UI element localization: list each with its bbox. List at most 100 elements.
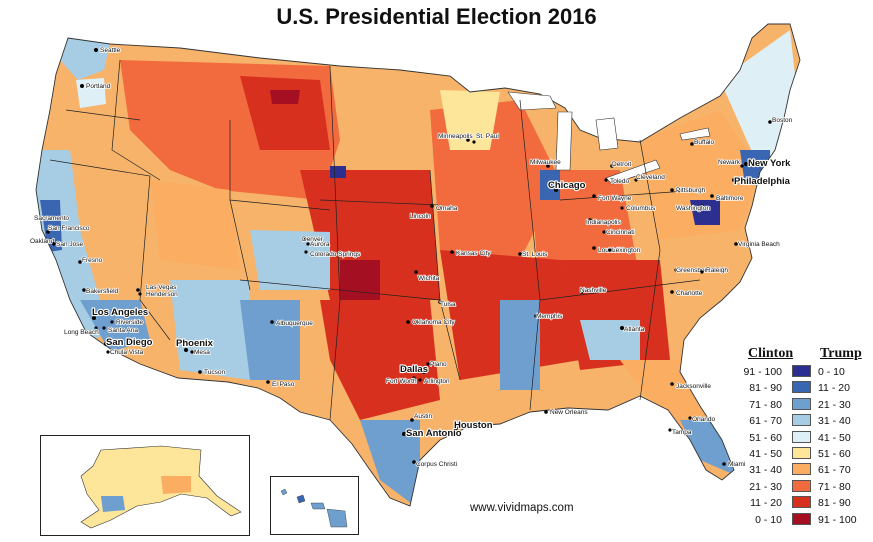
- city-st-paul: St. Paul: [472, 132, 500, 144]
- lake-superior: [507, 91, 557, 111]
- legend-clinton-range: 91 - 100: [743, 366, 782, 378]
- region-puget-sound: [60, 36, 110, 80]
- city-label: Indianapolis: [586, 219, 621, 226]
- state-line-tennessee-north: [539, 279, 701, 301]
- city-label: Tulsa: [440, 301, 456, 308]
- city-lexington: Lexington: [608, 246, 641, 255]
- city-markers: Seattle Portland Sacramento San Francisc…: [29, 46, 793, 469]
- city-label: Tampa: [672, 429, 692, 436]
- region-black-belt: [580, 320, 640, 360]
- city-denver: Denver: [301, 235, 324, 244]
- city-dot: [710, 194, 714, 198]
- city-label: Greensboro: [676, 267, 711, 274]
- lake-erie: [605, 159, 661, 185]
- city-greensboro: Greensboro: [674, 266, 712, 275]
- city-dot: [670, 188, 674, 192]
- city-virginia-beach: Virginia Beach: [734, 240, 781, 249]
- city-aurora: Aurora: [306, 240, 331, 249]
- alaska-region-2: [101, 496, 125, 512]
- state-line-california-nevada: [49, 159, 171, 341]
- lake-ontario: [679, 127, 711, 141]
- city-dot: [302, 236, 306, 240]
- city-label: Newark: [718, 159, 741, 166]
- city-label: Colorado Springs: [310, 251, 361, 258]
- legend-swatch: [792, 430, 811, 443]
- city-label: Houston: [454, 420, 493, 431]
- city-label: Dallas: [400, 364, 428, 375]
- city-label: Portland: [86, 83, 111, 90]
- city-dot: [602, 230, 606, 234]
- city-riverside: Riverside: [110, 318, 144, 327]
- legend-row: 61 - 70 31 - 40: [742, 413, 870, 429]
- city-label: San Antonio: [406, 428, 462, 439]
- alaska-region-1: [161, 476, 191, 494]
- city-washington: Washington: [675, 204, 711, 213]
- region-reservation: [330, 166, 346, 178]
- city-label: Raleigh: [706, 267, 728, 274]
- legend-trump-range: 41 - 50: [818, 431, 851, 444]
- legend-row: 51 - 60 41 - 50: [742, 430, 870, 446]
- lake-michigan: [555, 111, 573, 171]
- city-las-vegas: Las Vegas: [136, 283, 178, 292]
- city-dot: [402, 432, 406, 436]
- legend-swatch: [792, 365, 811, 377]
- city-colorado-springs: Colorado Springs: [304, 250, 362, 259]
- city-dot: [534, 314, 538, 318]
- city-dot: [410, 418, 414, 422]
- city-raleigh: Raleigh: [700, 266, 729, 275]
- region-texas-west: [320, 300, 440, 420]
- legend-row: 21 - 30 71 - 80: [742, 479, 870, 495]
- city-los-angeles: Los Angeles: [91, 306, 149, 320]
- state-line-36th-parallel: [239, 279, 441, 301]
- city-label: Lincoln: [410, 213, 431, 220]
- city-san-francisco: San Francisco: [46, 224, 91, 234]
- region-chicago: [540, 170, 560, 200]
- city-label: Oklahoma City: [412, 319, 455, 326]
- city-label: Louisville: [598, 247, 625, 254]
- city-dot: [592, 194, 596, 198]
- state-line-utah-colorado: [229, 199, 251, 291]
- city-label: Washington: [676, 205, 710, 212]
- city-milwaukee: Milwaukee: [529, 158, 562, 168]
- map-title: U.S. Presidential Election 2016: [276, 4, 597, 29]
- city-dot: [610, 164, 614, 168]
- city-dot: [418, 378, 422, 382]
- hawaii-map: [280, 488, 348, 528]
- city-dot: [198, 370, 202, 374]
- city-label: Wichita: [418, 275, 440, 282]
- legend-swatch: [792, 446, 811, 459]
- region-california-coast: [36, 150, 120, 340]
- city-label: Denver: [302, 236, 324, 243]
- city-columbus: Columbus: [620, 204, 657, 213]
- city-dot: [416, 214, 420, 218]
- city-fort-wayne: Fort Wayne: [592, 194, 633, 203]
- city-dot: [46, 230, 50, 234]
- region-great-plains: [300, 170, 440, 300]
- city-henderson: Henderson: [138, 290, 179, 299]
- city-dot: [430, 204, 434, 208]
- city-fresno: Fresno: [78, 256, 103, 265]
- state-line-plains-west: [329, 65, 341, 421]
- legend-clinton-range: 11 - 20: [750, 497, 782, 510]
- city-dot: [412, 460, 416, 464]
- city-dot: [266, 380, 270, 384]
- city-label: Miami: [728, 461, 745, 468]
- city-orlando: Orlando: [688, 415, 716, 424]
- city-label: Detroit: [612, 161, 631, 168]
- city-label: San Francisco: [48, 225, 90, 232]
- city-dot: [466, 138, 470, 142]
- legend-swatch: [792, 496, 811, 509]
- city-label: Santa Ana: [108, 327, 138, 334]
- state-line-oregon-idaho: [111, 59, 161, 181]
- city-label: Corpus Christi: [416, 461, 457, 468]
- city-boston: Boston: [768, 116, 793, 125]
- city-minneapolis: Minneapolis: [437, 132, 474, 142]
- region-colorado-front: [250, 230, 330, 290]
- city-label: Long Beach: [64, 329, 99, 336]
- city-dot: [700, 270, 704, 274]
- city-label: New Orleans: [550, 409, 588, 416]
- legend-row: 71 - 80 21 - 30: [742, 397, 870, 413]
- city-dot: [270, 320, 274, 324]
- city-detroit: Detroit: [610, 160, 632, 169]
- city-corpus-christi: Corpus Christi: [412, 460, 458, 469]
